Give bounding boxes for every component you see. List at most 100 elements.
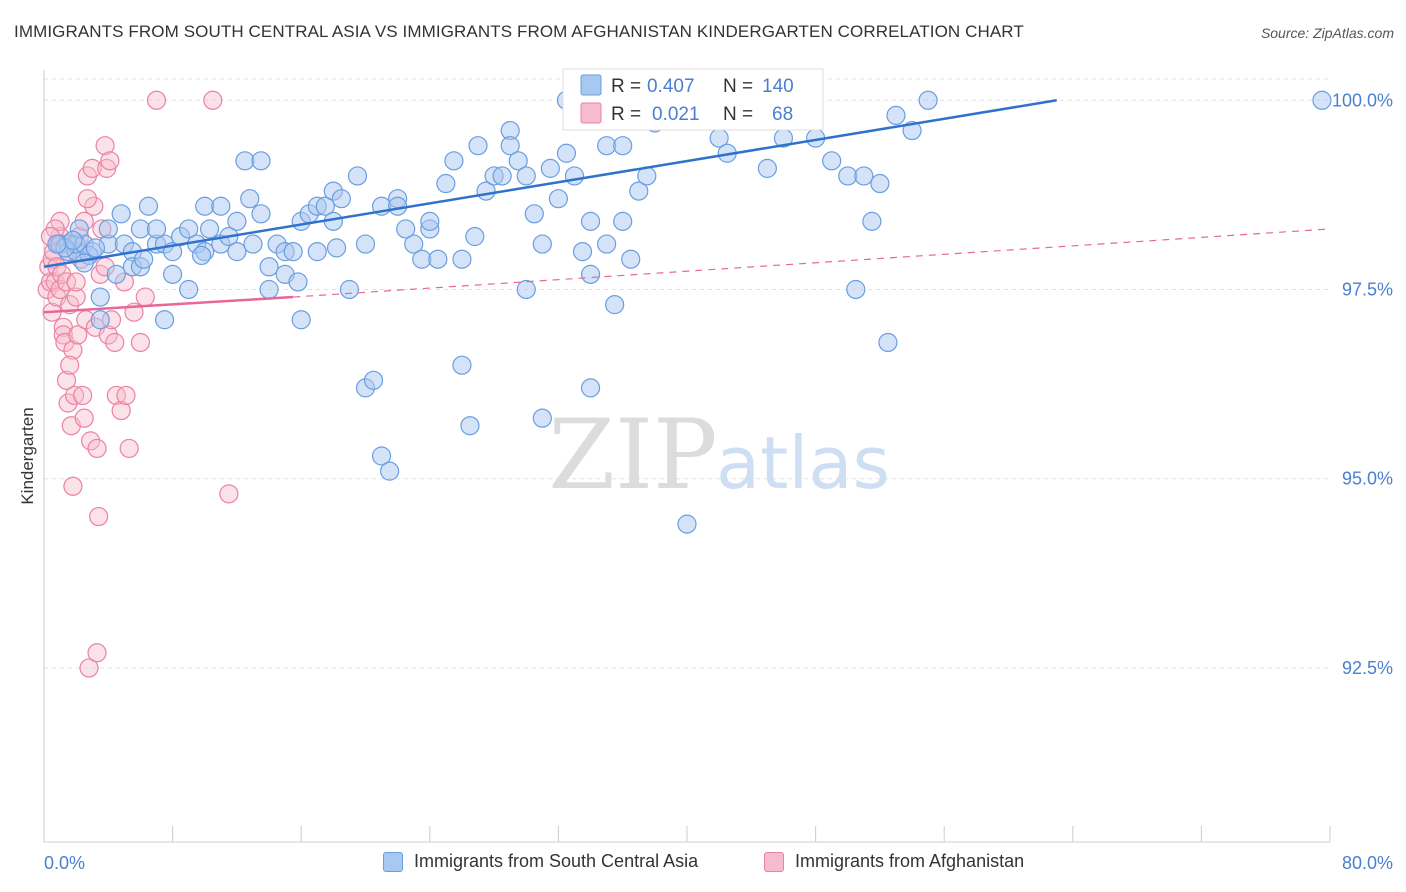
data-point-south-central-asia bbox=[540, 158, 560, 178]
data-point-afghanistan bbox=[63, 476, 83, 496]
data-point-south-central-asia bbox=[886, 105, 906, 126]
data-point-afghanistan bbox=[77, 189, 98, 209]
x-tick-label: 80.0% bbox=[1342, 853, 1393, 873]
data-point-south-central-asia bbox=[460, 416, 480, 436]
data-point-south-central-asia bbox=[396, 219, 416, 239]
data-point-south-central-asia bbox=[380, 461, 400, 481]
data-point-south-central-asia bbox=[597, 136, 617, 156]
watermark-atlas: atlas bbox=[716, 421, 890, 505]
data-point-south-central-asia bbox=[240, 189, 260, 209]
legend-n-value: 140 bbox=[762, 76, 794, 97]
data-point-afghanistan bbox=[74, 408, 94, 428]
data-point-afghanistan bbox=[64, 385, 85, 406]
legend-swatch-pink bbox=[580, 102, 602, 124]
data-point-afghanistan bbox=[66, 287, 86, 307]
data-point-afghanistan bbox=[105, 332, 125, 353]
data-point-afghanistan bbox=[68, 325, 88, 345]
legend-swatch-blue bbox=[580, 74, 602, 96]
data-point-afghanistan bbox=[53, 325, 73, 345]
data-point-afghanistan bbox=[89, 506, 109, 527]
legend-n-label: N = bbox=[723, 76, 753, 97]
data-point-south-central-asia bbox=[597, 234, 617, 254]
data-point-afghanistan bbox=[81, 431, 101, 451]
legend-label: Immigrants from Afghanistan bbox=[795, 851, 1025, 871]
legend-r-value: 0.021 bbox=[652, 104, 700, 125]
data-point-afghanistan bbox=[135, 287, 155, 307]
data-point-south-central-asia bbox=[90, 310, 110, 330]
legend-box bbox=[562, 68, 824, 131]
data-point-south-central-asia bbox=[621, 249, 641, 269]
y-tick-label: 92.5% bbox=[1342, 658, 1393, 678]
data-point-south-central-asia bbox=[613, 136, 633, 156]
data-point-south-central-asia bbox=[130, 219, 151, 239]
data-point-south-central-asia bbox=[63, 230, 83, 250]
data-point-south-central-asia bbox=[138, 196, 159, 216]
data-point-south-central-asia bbox=[1312, 90, 1332, 110]
data-point-south-central-asia bbox=[516, 279, 536, 300]
data-point-south-central-asia bbox=[428, 249, 448, 269]
data-point-south-central-asia bbox=[227, 211, 247, 231]
data-point-south-central-asia bbox=[516, 166, 536, 186]
data-point-south-central-asia bbox=[363, 370, 384, 390]
y-tick-label: 97.5% bbox=[1342, 279, 1393, 299]
data-point-south-central-asia bbox=[195, 196, 215, 216]
data-point-south-central-asia bbox=[371, 446, 392, 466]
data-point-south-central-asia bbox=[163, 264, 183, 284]
data-point-south-central-asia bbox=[251, 151, 271, 171]
legend-r-label: R = bbox=[611, 104, 641, 125]
data-point-south-central-asia bbox=[412, 249, 432, 269]
data-point-afghanistan bbox=[87, 643, 107, 663]
trend-line-afghanistan bbox=[43, 295, 294, 314]
bottom-legend: Immigrants from South Central Asia Immig… bbox=[0, 851, 1406, 877]
data-point-south-central-asia bbox=[629, 181, 649, 201]
data-point-south-central-asia bbox=[146, 219, 167, 239]
data-point-south-central-asia bbox=[580, 264, 601, 284]
data-point-south-central-asia bbox=[339, 279, 360, 300]
data-point-afghanistan bbox=[111, 400, 131, 421]
watermark-zip: ZIP bbox=[548, 399, 717, 511]
data-point-afghanistan bbox=[95, 136, 115, 156]
y-axis-label: Kindergarten bbox=[18, 407, 37, 504]
data-point-south-central-asia bbox=[862, 211, 882, 231]
data-point-afghanistan bbox=[66, 272, 86, 292]
data-point-south-central-asia bbox=[106, 264, 126, 284]
axes bbox=[43, 70, 1331, 843]
data-point-afghanistan bbox=[87, 438, 107, 459]
data-point-south-central-asia bbox=[331, 189, 351, 209]
y-tick-label: 95.0% bbox=[1342, 469, 1393, 489]
data-point-south-central-asia bbox=[854, 166, 874, 186]
data-point-south-central-asia bbox=[452, 249, 472, 269]
data-point-south-central-asia bbox=[757, 158, 777, 178]
grid-lines bbox=[44, 78, 1330, 669]
legend-item-south-central-asia: Immigrants from South Central Asia bbox=[383, 851, 698, 872]
data-point-south-central-asia bbox=[90, 287, 110, 307]
data-point-south-central-asia bbox=[315, 196, 335, 216]
legend-n-label: N = bbox=[723, 104, 753, 125]
data-point-south-central-asia bbox=[47, 234, 67, 254]
data-point-south-central-asia bbox=[243, 234, 263, 254]
legend: R = 0.407 N = 140 R = 0.021 N = 68 bbox=[562, 68, 824, 131]
chart-title: IMMIGRANTS FROM SOUTH CENTRAL ASIA VS IM… bbox=[14, 22, 1024, 41]
data-point-south-central-asia bbox=[227, 242, 247, 262]
data-point-south-central-asia bbox=[870, 173, 890, 194]
data-point-afghanistan bbox=[79, 658, 99, 678]
legend-label: Immigrants from South Central Asia bbox=[414, 851, 699, 871]
legend-n-value: 68 bbox=[772, 104, 793, 125]
trend-lines bbox=[43, 99, 1331, 314]
data-point-south-central-asia bbox=[288, 272, 308, 292]
data-point-south-central-asia bbox=[111, 204, 131, 224]
data-point-south-central-asia bbox=[532, 234, 552, 254]
data-point-south-central-asia bbox=[326, 238, 347, 258]
data-point-south-central-asia bbox=[532, 408, 552, 428]
data-point-afghanistan bbox=[56, 272, 77, 292]
data-point-afghanistan bbox=[100, 151, 120, 171]
data-point-south-central-asia bbox=[452, 355, 472, 375]
trend-line-afghanistan-extension bbox=[293, 228, 1331, 298]
source-note: Source: ZipAtlas.com bbox=[1260, 25, 1394, 41]
data-point-south-central-asia bbox=[492, 166, 512, 186]
data-point-south-central-asia bbox=[580, 211, 601, 231]
data-point-south-central-asia bbox=[179, 219, 199, 239]
legend-r-label: R = bbox=[611, 76, 641, 97]
series-afghanistan-points bbox=[37, 90, 239, 678]
